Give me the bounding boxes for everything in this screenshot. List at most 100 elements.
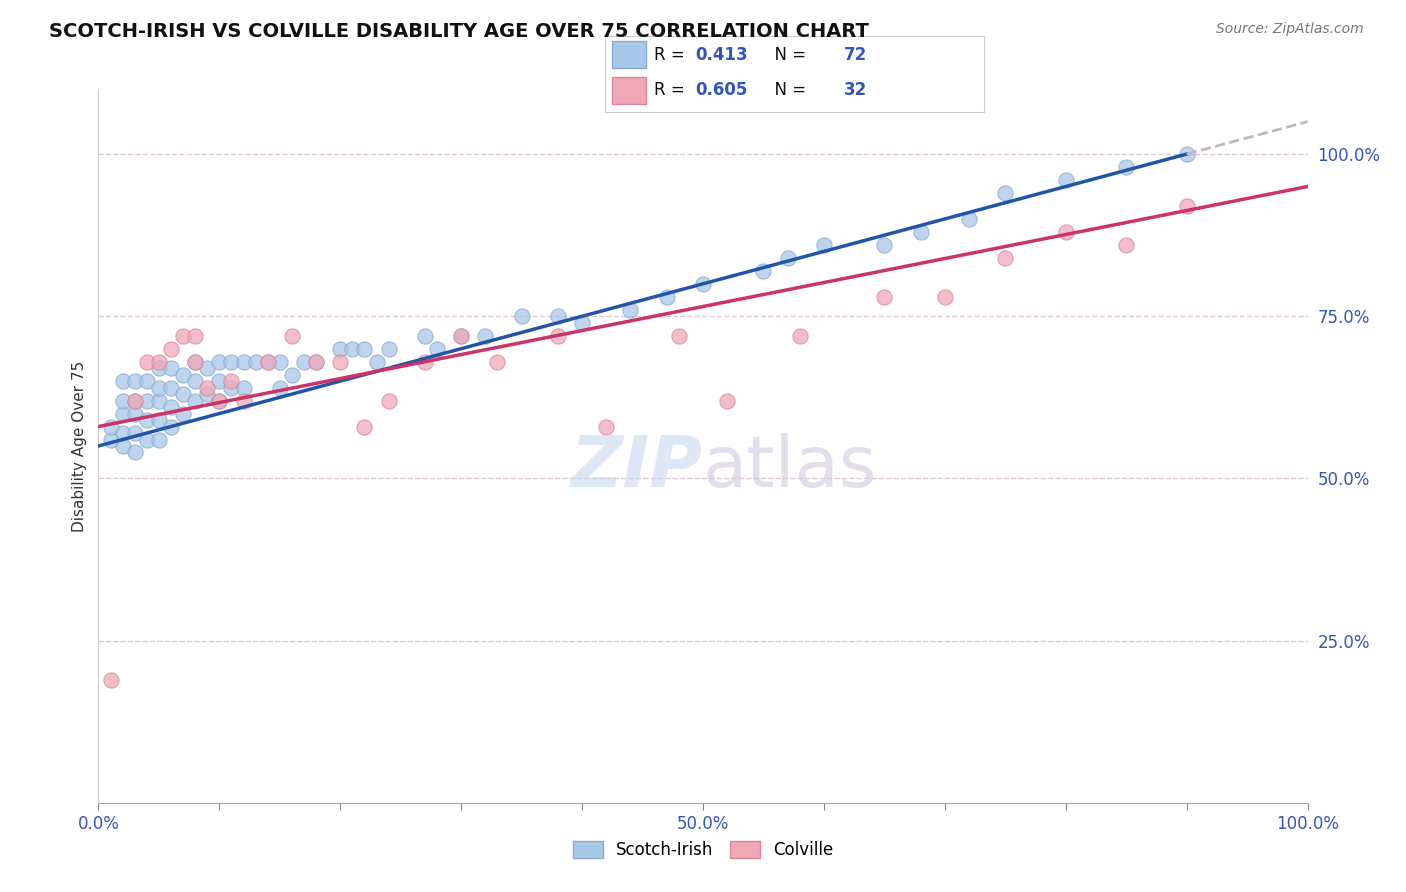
Point [1054,173,1077,187]
Point [100,673,122,687]
Point [329,342,352,356]
Point [813,238,835,252]
Point [184,354,207,368]
Point [111,374,134,388]
Point [1115,160,1137,174]
Point [547,310,569,324]
Point [377,342,399,356]
Point [100,433,122,447]
Point [245,354,267,368]
Point [124,407,146,421]
Point [100,419,122,434]
Bar [612,41,647,69]
Point [305,354,328,368]
Point [111,407,134,421]
Point [172,368,194,382]
Point [148,433,170,447]
Point [135,374,157,388]
Text: atlas: atlas [703,433,877,502]
Point [124,445,146,459]
Point [1054,225,1077,239]
Point [135,393,157,408]
Point [752,264,775,278]
Point [994,251,1017,265]
Point [160,419,183,434]
Point [329,354,352,368]
Point [221,381,243,395]
Point [148,354,170,368]
Point [366,354,388,368]
Point [413,354,436,368]
Point [353,342,375,356]
Point [450,328,472,343]
Point [692,277,714,291]
Point [135,354,157,368]
Point [124,425,146,440]
Point [195,387,218,401]
Text: Source: ZipAtlas.com: Source: ZipAtlas.com [1216,22,1364,37]
Point [873,238,896,252]
Point [426,342,449,356]
Point [1175,147,1198,161]
Point [1115,238,1137,252]
Point [281,328,304,343]
Point [413,328,436,343]
Point [208,393,231,408]
Text: N =: N = [763,45,806,63]
Point [195,381,218,395]
Point [232,381,254,395]
Point [184,374,207,388]
Point [184,354,207,368]
Point [184,328,207,343]
Text: 72: 72 [844,45,868,63]
Point [353,419,375,434]
Point [208,374,231,388]
Text: N =: N = [763,81,806,99]
Point [160,400,183,414]
Text: 0.605: 0.605 [696,81,748,99]
Point [232,393,254,408]
Point [232,354,254,368]
Point [450,328,472,343]
Point [595,419,617,434]
Point [510,310,533,324]
Point [269,381,291,395]
Point [619,302,641,317]
Point [789,328,811,343]
Point [1175,199,1198,213]
Point [486,354,509,368]
Point [269,354,291,368]
Point [160,342,183,356]
Point [221,354,243,368]
Point [135,413,157,427]
Point [135,433,157,447]
Text: R =: R = [654,81,690,99]
Point [281,368,304,382]
Point [256,354,278,368]
Point [184,393,207,408]
Point [305,354,328,368]
Point [172,387,194,401]
Point [716,393,738,408]
Point [111,393,134,408]
Point [957,211,980,226]
Bar [612,77,647,104]
Text: SCOTCH-IRISH VS COLVILLE DISABILITY AGE OVER 75 CORRELATION CHART: SCOTCH-IRISH VS COLVILLE DISABILITY AGE … [49,22,869,41]
Point [160,361,183,376]
Point [873,290,896,304]
Point [342,342,364,356]
Text: R =: R = [654,45,690,63]
Point [172,328,194,343]
Point [571,316,593,330]
Point [111,425,134,440]
Point [994,186,1017,200]
Point [776,251,799,265]
Point [547,328,569,343]
Y-axis label: Disability Age Over 75: Disability Age Over 75 [72,360,87,532]
Point [208,393,231,408]
Point [195,361,218,376]
Point [910,225,932,239]
Legend: Scotch-Irish, Colville: Scotch-Irish, Colville [565,834,841,866]
Point [256,354,278,368]
Point [124,393,146,408]
